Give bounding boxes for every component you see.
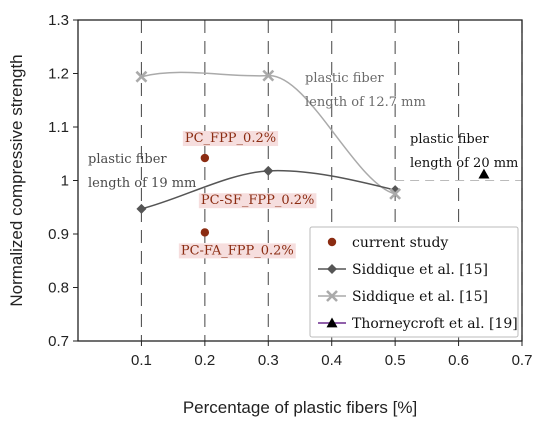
legend: current study Siddique et al. [15] Siddiqu… <box>309 226 519 338</box>
x-tick-label-4: 0.5 <box>385 352 406 369</box>
tick-layer: 0.1 0.2 0.3 0.4 0.5 0.6 0.7 0.7 0.8 0.9 1 1.1 1.2 1.3 <box>48 12 532 369</box>
legend-items: current study Siddique et al. [15] Siddiqu… <box>318 235 518 332</box>
y-axis-title: Normalized compressive strength <box>7 54 26 306</box>
point-12mm-0 <box>135 70 148 83</box>
y-tick-label-6: 1.3 <box>48 12 69 29</box>
point-12mm-2 <box>389 187 402 200</box>
x-tick-label-1: 0.2 <box>194 352 215 369</box>
x-tick-label-6: 0.7 <box>512 352 533 369</box>
legend-marker-19mm <box>327 264 337 274</box>
y-tick-label-2: 0.9 <box>48 226 69 243</box>
annotation-12mm-line-0: plastic fiber <box>305 71 384 86</box>
x-tick-label-3: 0.4 <box>321 352 342 369</box>
y-tick-label-1: 0.8 <box>48 280 69 297</box>
point-12mm-1 <box>262 69 275 82</box>
label-highlight-0 <box>182 131 279 147</box>
label-highlight-1 <box>198 193 317 209</box>
legend-label-1: Siddique et al. [15] <box>352 262 488 278</box>
point-19mm-1 <box>263 165 274 176</box>
legend-label-2: Siddique et al. [15] <box>352 289 488 305</box>
y-tick-label-0: 0.7 <box>48 333 69 350</box>
legend-label-0: current study <box>352 235 448 251</box>
point-current-0 <box>200 153 210 163</box>
y-tick-label-3: 1 <box>61 173 69 190</box>
series-line-12mm <box>141 71 396 195</box>
legend-marker-thorneycroft <box>326 317 338 328</box>
point-label-2: PC-FA_FPP_0.2% <box>181 243 294 258</box>
annotation-20mm-line-1: length of 20 mm <box>410 156 518 171</box>
series-layer <box>135 69 490 237</box>
point-label-0: PC_FPP_0.2% <box>185 131 276 146</box>
point-thorneycroft-0 <box>478 168 490 179</box>
y-tick-label-4: 1.1 <box>48 119 69 136</box>
legend-label-3: Thorneycroft et al. [19] <box>352 316 518 332</box>
x-tick-label-5: 0.6 <box>448 352 469 369</box>
x-axis-title: Percentage of plastic fibers [%] <box>183 398 417 417</box>
x-tick-label-2: 0.3 <box>258 352 279 369</box>
y-tick-label-5: 1.2 <box>48 66 69 83</box>
annotation-layer: PC_FPP_0.2% PC-SF_FPP_0.2% PC-FA_FPP_0.2% p… <box>88 71 518 259</box>
x-tick-label-0: 0.1 <box>131 352 152 369</box>
annotation-19mm-line-1: length of 19 mm <box>88 176 196 191</box>
point-current-2 <box>200 228 210 237</box>
label-highlight-2 <box>178 243 296 259</box>
legend-marker-current <box>327 237 337 247</box>
annotation-20mm-line-0: plastic fiber <box>410 132 489 147</box>
point-19mm-0 <box>136 203 147 214</box>
annotation-19mm-line-0: plastic fiber <box>88 152 167 167</box>
point-label-1: PC-SF_FPP_0.2% <box>201 193 315 208</box>
legend-box <box>309 226 519 338</box>
annotation-12mm-line-1: length of 12.7 mm <box>305 95 426 110</box>
legend-marker-12mm <box>326 290 338 302</box>
